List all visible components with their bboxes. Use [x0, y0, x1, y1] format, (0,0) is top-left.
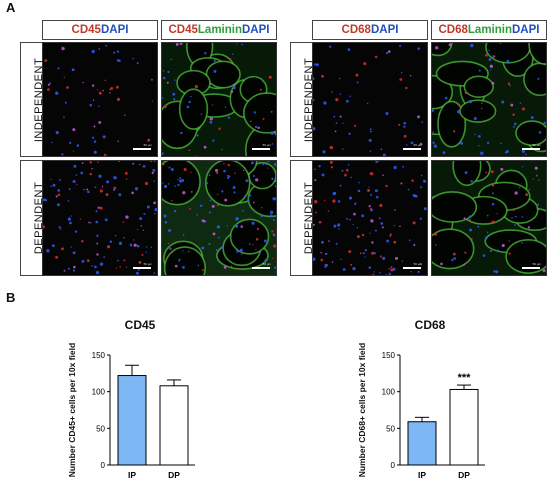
header-part-cd45: CD45 [71, 24, 101, 36]
micrograph-cd68-laminin-dependent: 50 µm [431, 160, 547, 276]
header-cd45-dapi: CD45 DAPI [42, 20, 158, 40]
header-cd68-laminin-dapi: CD68 Laminin DAPI [431, 20, 547, 40]
x-tick-label-dp: DP [458, 470, 470, 480]
y-tick-label: 50 [386, 424, 395, 433]
header-part-cd45: CD45 [168, 24, 198, 36]
y-tick-label: 150 [92, 351, 106, 360]
scale-bar [522, 267, 540, 269]
scale-bar-label: 50 µm [413, 143, 422, 147]
micrograph-cd68-laminin-independent: 50 µm [431, 42, 547, 157]
bar-chart-cd68: 0 50 100 150 IP DP *** [382, 351, 485, 480]
y-tick-label: 100 [92, 388, 106, 397]
micrograph-texture [162, 43, 276, 156]
scale-bar-label: 50 µm [262, 262, 271, 266]
chart-title-cd68: CD68 [414, 318, 446, 332]
micrograph-texture [313, 44, 424, 156]
header-part-dapi: DAPI [100, 24, 129, 36]
scale-bar-label: 50 µm [413, 262, 422, 266]
scale-bar [522, 148, 540, 150]
micrograph-cd68-dapi-independent: 50 µm [312, 42, 428, 157]
header-cd45-laminin-dapi: CD45 Laminin DAPI [161, 20, 277, 40]
x-tick-label-ip: IP [418, 470, 426, 480]
scale-bar [133, 148, 151, 150]
scale-bar-label: 50 µm [532, 143, 541, 147]
header-part-cd68: CD68 [438, 24, 468, 36]
scale-bar [403, 267, 421, 269]
bar-ip [117, 375, 147, 466]
y-axis-label-cd68: Number CD68+ cells per 10x field [357, 342, 367, 478]
header-part-cd68: CD68 [341, 24, 371, 36]
micrograph-texture [313, 161, 427, 275]
header-cd68-dapi: CD68 DAPI [312, 20, 428, 40]
header-part-dapi: DAPI [512, 24, 540, 36]
bar-ip [407, 421, 437, 466]
micrograph-texture [432, 43, 546, 156]
micrograph-cd45-laminin-dependent: 50 µm [161, 160, 277, 276]
micrograph-texture [432, 161, 546, 275]
micrograph-texture [44, 44, 154, 156]
significance-annotation: *** [458, 372, 472, 384]
x-tick-label-ip: IP [128, 470, 136, 480]
micrograph-cd45-dapi-independent: 50 µm [42, 42, 158, 157]
scale-bar [133, 267, 151, 269]
micrograph-cd45-laminin-independent: 50 µm [161, 42, 277, 157]
y-tick-label: 0 [391, 461, 396, 470]
chart-title-cd45: CD45 [124, 318, 156, 332]
y-axis-label-cd45: Number CD45+ cells per 10x field [67, 342, 77, 478]
x-tick-label-dp: DP [168, 470, 180, 480]
micrograph-texture [162, 161, 276, 275]
header-part-dapi: DAPI [242, 24, 270, 36]
scale-bar [403, 148, 421, 150]
bar-dp [159, 385, 189, 466]
y-tick-label: 50 [96, 424, 105, 433]
panel-a-letter: A [6, 0, 16, 15]
bar-chart-cd45: 0 50 100 150 IP DP [92, 351, 195, 480]
micrograph-cd45-dapi-dependent: 50 µm [42, 160, 158, 276]
y-tick-label: 150 [382, 351, 396, 360]
scale-bar-label: 50 µm [262, 143, 271, 147]
scale-bar-label: 50 µm [532, 262, 541, 266]
micrograph-cd68-dapi-dependent: 50 µm [312, 160, 428, 276]
scale-bar-label: 50 µm [143, 262, 152, 266]
header-part-laminin: Laminin [467, 24, 512, 36]
header-part-dapi: DAPI [370, 24, 399, 36]
y-tick-label: 0 [101, 461, 106, 470]
bar-dp [449, 388, 479, 466]
header-part-laminin: Laminin [197, 24, 242, 36]
y-tick-label: 100 [382, 388, 396, 397]
panel-b-letter: B [6, 290, 16, 305]
scale-bar [252, 267, 270, 269]
micrograph-texture [43, 161, 157, 275]
scale-bar-label: 50 µm [143, 143, 152, 147]
scale-bar [252, 148, 270, 150]
